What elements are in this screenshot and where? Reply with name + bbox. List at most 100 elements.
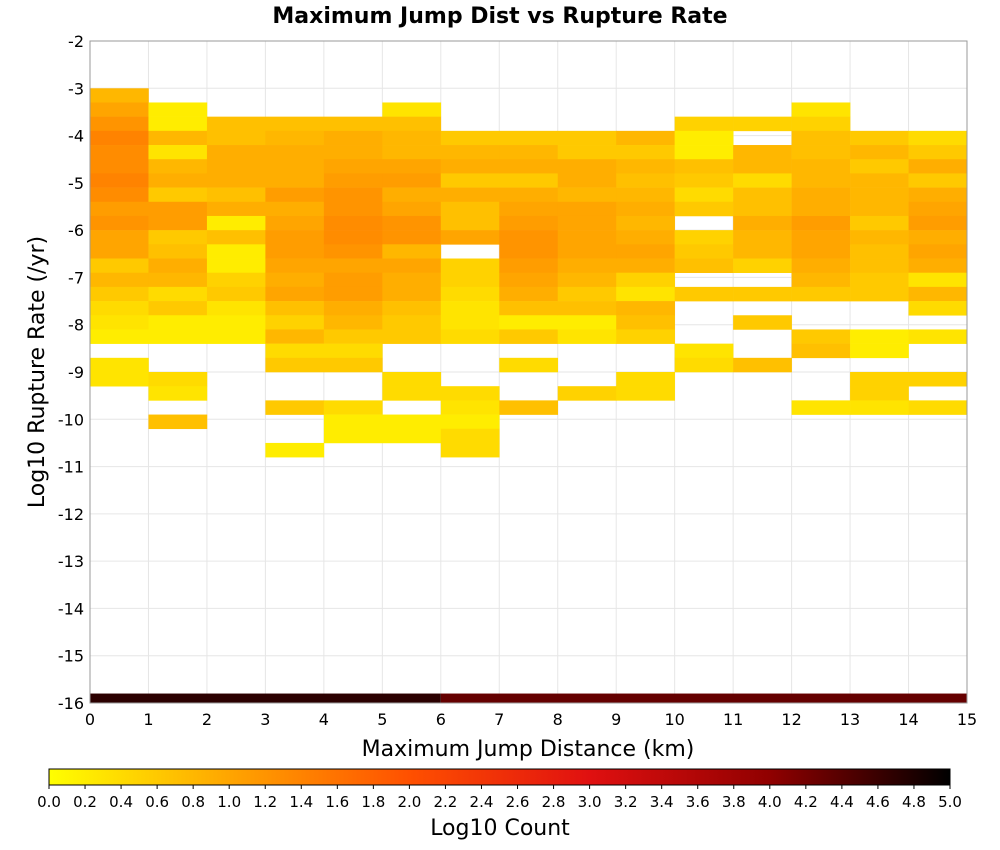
heatmap-cell [850, 187, 909, 203]
heatmap-cell [90, 357, 149, 373]
heatmap-cell [908, 187, 968, 203]
heatmap-cell [206, 230, 266, 245]
heatmap-cell [90, 187, 149, 203]
heatmap-cell [382, 130, 442, 146]
heatmap-cell [323, 315, 383, 330]
x-tick-label: 9 [611, 710, 621, 729]
heatmap-cell [908, 130, 968, 146]
heatmap-cell [323, 173, 383, 188]
x-tick-label: 0 [85, 710, 95, 729]
heatmap-cell [90, 116, 149, 132]
bottom-strip [90, 693, 967, 703]
x-tick-label: 13 [840, 710, 860, 729]
heatmap-cell [323, 187, 383, 203]
heatmap-cell [382, 244, 442, 259]
heatmap-cell [440, 428, 500, 444]
heatmap-cell [616, 372, 675, 387]
y-tick-label: -10 [58, 410, 84, 429]
heatmap-cell [90, 301, 149, 316]
heatmap-cell [557, 272, 617, 288]
heatmap-cell [90, 159, 149, 174]
colorbar-tick-labels: 0.0 0.2 0.4 0.6 0.8 1.0 1.2 1.4 1.6 1.8 2.0 2.2 2.4 2… [37, 785, 962, 811]
colorbar-tick-label: 0.6 [145, 793, 169, 811]
heatmap-cell [733, 116, 792, 132]
heatmap-cell [557, 286, 617, 302]
heatmap-cell [791, 173, 851, 188]
y-tick-label: -14 [58, 599, 84, 618]
heatmap-cell [148, 244, 208, 259]
heatmap-cell [908, 159, 968, 174]
heatmap-cell [908, 215, 968, 231]
heatmap-cell [908, 372, 968, 387]
colorbar-tick-label: 2.8 [542, 793, 566, 811]
heatmap-cell [791, 343, 851, 359]
heatmap-cell [323, 272, 383, 288]
heatmap-cell [323, 201, 383, 217]
heatmap-cell [908, 201, 968, 217]
bottom-strip-segment [90, 693, 441, 703]
x-tick-label: 8 [553, 710, 563, 729]
heatmap-cell [616, 301, 675, 316]
heatmap-cell [557, 329, 617, 344]
heatmap-cell [440, 215, 500, 231]
heatmap-cell [850, 329, 909, 344]
heatmap-cell [206, 301, 266, 316]
heatmap-cell [382, 329, 442, 344]
colorbar-tick-label: 0.2 [73, 793, 97, 811]
y-tick-label: -16 [58, 694, 84, 713]
heatmap-cell [674, 286, 734, 302]
heatmap-cell [674, 343, 734, 359]
heatmap-cell [499, 173, 559, 188]
heatmap-cell [850, 230, 909, 245]
heatmap-cell [791, 145, 851, 160]
heatmap-cell [90, 173, 149, 188]
heatmap-cell [382, 145, 442, 160]
colorbar-tick-label: 3.0 [578, 793, 602, 811]
heatmap-cell [791, 215, 851, 231]
heatmap-cell [148, 130, 208, 146]
heatmap-cell [382, 414, 442, 430]
heatmap-cell [557, 230, 617, 245]
colorbar [48, 768, 951, 786]
heatmap-cell [265, 329, 325, 344]
heatmap-cell [557, 159, 617, 174]
heatmap-cell [265, 272, 325, 288]
heatmap-cell [382, 173, 442, 188]
heatmap-cell [557, 386, 617, 401]
heatmap-cell [791, 400, 851, 415]
heatmap-cell [206, 244, 266, 259]
heatmap-cell [323, 343, 383, 359]
heatmap-cell [323, 286, 383, 302]
heatmap-cell [557, 187, 617, 203]
heatmap-cell [616, 173, 675, 188]
heatmap-cell [90, 130, 149, 146]
heatmap-cell [90, 201, 149, 217]
heatmap-cell [382, 187, 442, 203]
heatmap-cell [499, 315, 559, 330]
heatmap-cell [791, 130, 851, 146]
heatmap-cell [499, 201, 559, 217]
heatmap-cell [440, 301, 500, 316]
colorbar-tick-label: 1.0 [217, 793, 241, 811]
heatmap-cell [265, 116, 325, 132]
heatmap-cell [323, 215, 383, 231]
heatmap-cell [499, 145, 559, 160]
colorbar-tick-label: 4.2 [794, 793, 818, 811]
heatmap-cell [850, 258, 909, 273]
heatmap-cell [499, 258, 559, 273]
heatmap-cell [440, 230, 500, 245]
heatmap-cell [616, 215, 675, 231]
heatmap-cell [206, 215, 266, 231]
y-tick-labels: -2 -3 -4 -5 -6 -7 -8 -9 -10 -11 -12 -13 -14 -15 -16 [58, 32, 84, 713]
heatmap-cell [557, 130, 617, 146]
heatmap-cell [382, 201, 442, 217]
heatmap-cell [850, 286, 909, 302]
heatmap-cell [206, 145, 266, 160]
heatmap-cell [265, 286, 325, 302]
heatmap-cell [850, 400, 909, 415]
heatmap-cell [733, 230, 792, 245]
heatmap-cell [791, 230, 851, 245]
y-axis-label: Log10 Rupture Rate (/yr) [25, 236, 50, 508]
heatmap-cells [90, 88, 968, 458]
heatmap-cell [616, 230, 675, 245]
